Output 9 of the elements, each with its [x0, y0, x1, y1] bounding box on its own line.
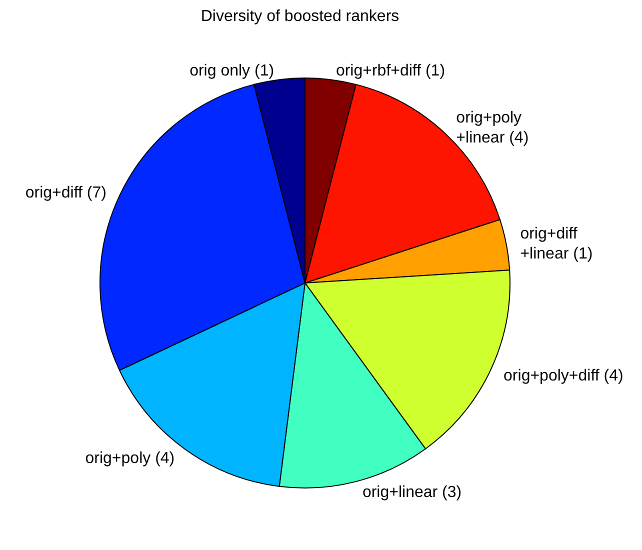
slice-label: orig only (1) [190, 62, 274, 80]
slice-label: orig+rbf+diff (1) [336, 62, 446, 80]
slice-label: orig+poly +linear (4) [456, 109, 529, 146]
slice-label: orig+diff +linear (1) [520, 226, 593, 263]
slice-label: orig+poly+diff (4) [504, 368, 624, 385]
slice-label: orig+linear (3) [362, 484, 462, 502]
slice-label: orig+poly (4) [85, 450, 175, 467]
slice-label: orig+diff (7) [25, 184, 106, 202]
chart-title: Diversity of boosted rankers [200, 8, 400, 26]
